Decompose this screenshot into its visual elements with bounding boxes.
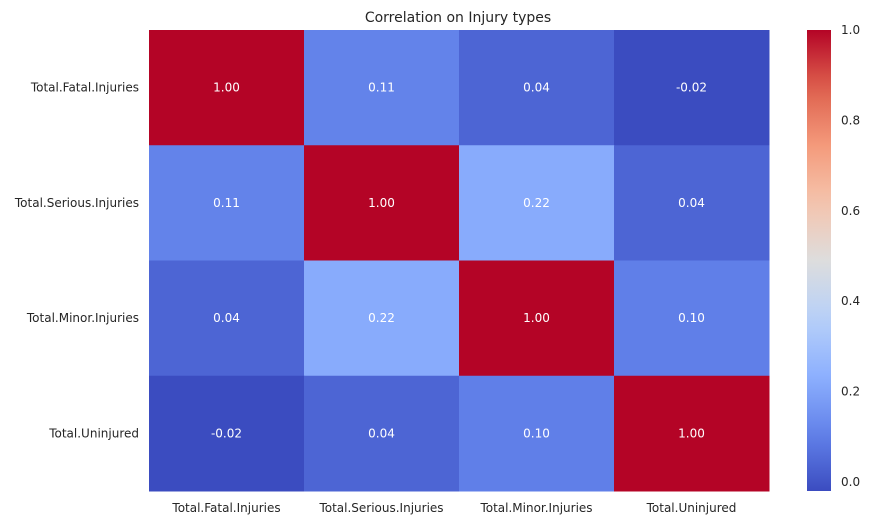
cell-value-label: 1.00: [678, 426, 705, 440]
heatmap-cell: [614, 145, 770, 261]
row-tick-label: Total.Serious.Injuries: [14, 196, 139, 210]
column-tick-labels: Total.Fatal.Injuries Total.Serious.Injuri…: [171, 501, 736, 515]
cell-value-label: 0.04: [678, 196, 705, 210]
cell-value-label: 1.00: [213, 81, 240, 95]
row-tick-label: Total.Fatal.Injuries: [30, 81, 139, 95]
cell-value-label: 1.00: [523, 311, 550, 325]
heatmap-cell: [614, 260, 770, 377]
heatmap-cell: [304, 375, 460, 492]
colorbar-tick-label: 0.0: [841, 475, 860, 489]
column-tick-label: Total.Minor.Injuries: [479, 501, 592, 515]
cell-value-label: 0.11: [368, 81, 395, 95]
chart-title: Correlation on Injury types: [365, 10, 551, 26]
heatmap-cell: [304, 30, 460, 146]
cell-value-label: 0.10: [523, 426, 550, 440]
column-tick-label: Total.Fatal.Injuries: [171, 501, 280, 515]
heatmap-cells: [149, 30, 770, 492]
heatmap-cell-labels: 1.00 0.11 0.04 -0.02 0.11 1.00 0.22 0.04 0.04 0.2…: [211, 81, 707, 441]
cell-value-label: -0.02: [211, 426, 242, 440]
cell-value-label: 1.00: [368, 196, 395, 210]
row-tick-label: Total.Minor.Injuries: [26, 311, 139, 325]
colorbar-tick-label: 0.2: [841, 385, 860, 399]
cell-value-label: 0.11: [213, 196, 240, 210]
heatmap-cell: [459, 30, 615, 146]
heatmap-cell: [459, 260, 615, 377]
row-tick-label: Total.Uninjured: [48, 426, 139, 440]
column-tick-label: Total.Uninjured: [646, 501, 737, 515]
colorbar-tick-label: 0.4: [841, 294, 860, 308]
cell-value-label: -0.02: [676, 81, 707, 95]
heatmap-cell: [614, 375, 770, 492]
colorbar: 0.0 0.2 0.4 0.6 0.8 1.0: [807, 23, 860, 491]
colorbar-tick-label: 0.6: [841, 204, 860, 218]
heatmap-cell: [304, 145, 460, 261]
cell-value-label: 0.22: [368, 311, 395, 325]
colorbar-gradient: [807, 30, 831, 491]
heatmap-cell: [459, 145, 615, 261]
colorbar-tick-label: 1.0: [841, 23, 860, 37]
heatmap-cell: [149, 30, 305, 146]
heatmap-cell: [149, 375, 305, 492]
heatmap-cell: [459, 375, 615, 492]
cell-value-label: 0.04: [213, 311, 240, 325]
cell-value-label: 0.10: [678, 311, 705, 325]
row-tick-labels: Total.Fatal.Injuries Total.Serious.Injuri…: [14, 81, 139, 441]
cell-value-label: 0.22: [523, 196, 550, 210]
cell-value-label: 0.04: [523, 81, 550, 95]
heatmap-cell: [614, 30, 770, 146]
cell-value-label: 0.04: [368, 426, 395, 440]
column-tick-label: Total.Serious.Injuries: [318, 501, 443, 515]
colorbar-tick-label: 0.8: [841, 113, 860, 127]
heatmap-cell: [149, 145, 305, 261]
heatmap-cell: [149, 260, 305, 377]
heatmap-cell: [304, 260, 460, 377]
